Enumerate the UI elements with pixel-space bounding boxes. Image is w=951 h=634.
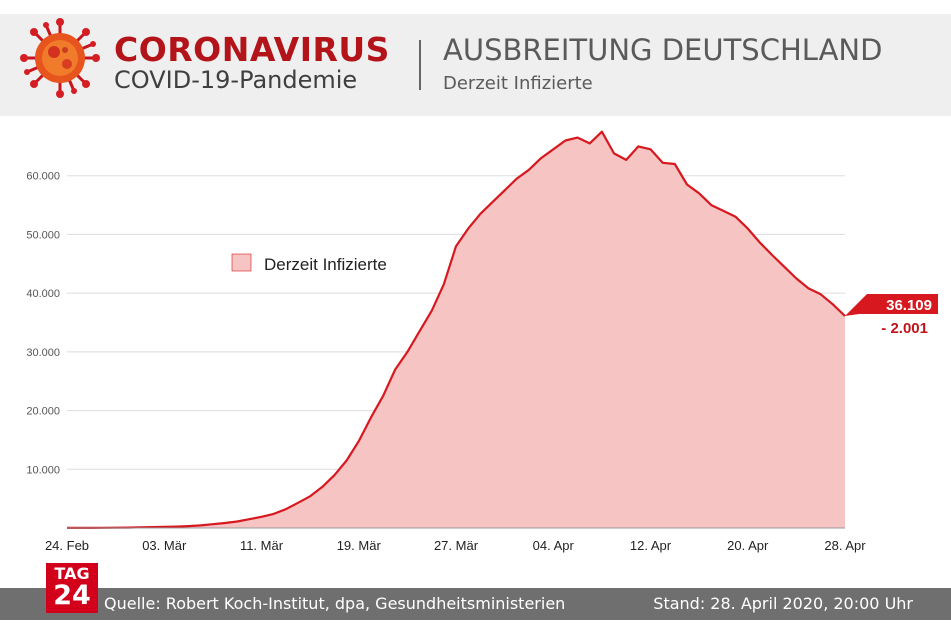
series-line — [67, 130, 846, 529]
x-axis-labels: 24. Feb 03. Mär 11. Mär 19. Mär 27. Mär 04. A… — [45, 538, 866, 553]
last-value-label: 36.109 — [886, 297, 932, 314]
topic-subtitle: Derzeit Infizierte — [443, 73, 593, 94]
y-tick-label: 30.000 — [26, 347, 60, 359]
topic-title: AUSBREITUNG DEUTSCHLAND — [443, 33, 883, 67]
logo-line2: 24 — [53, 580, 91, 611]
legend-swatch — [231, 253, 252, 272]
y-tick-label: 10.000 — [26, 464, 60, 476]
last-value-callout: 36.109 - 2.001 — [845, 293, 938, 337]
logo-line1: TAG — [54, 564, 90, 583]
tag24-logo: TAG 24 — [46, 563, 98, 613]
brand-title: CORONAVIRUS — [114, 30, 390, 69]
brand-subtitle: COVID-19-Pandemie — [114, 66, 358, 94]
footer-band — [0, 588, 951, 620]
y-tick-label: 40.000 — [26, 288, 60, 300]
last-delta-label: - 2.001 — [881, 320, 928, 337]
x-tick-label: 20. Apr — [727, 538, 769, 553]
x-tick-label: 12. Apr — [630, 538, 672, 553]
y-tick-label: 60.000 — [26, 171, 60, 183]
header-band — [0, 14, 951, 116]
y-axis-labels: 10.000 20.000 30.000 40.000 50.000 60.000 — [26, 171, 60, 477]
y-tick-label: 50.000 — [26, 229, 60, 241]
legend-label: Derzeit Infizierte — [264, 255, 387, 274]
x-tick-label: 24. Feb — [45, 538, 89, 553]
date-stamp: Stand: 28. April 2020, 20:00 Uhr — [653, 594, 913, 613]
x-tick-label: 03. Mär — [142, 538, 187, 553]
callout-badge — [845, 293, 938, 316]
area-fill — [67, 131, 845, 528]
x-tick-label: 04. Apr — [533, 538, 575, 553]
x-tick-label: 28. Apr — [824, 538, 866, 553]
y-tick-label: 20.000 — [26, 406, 60, 418]
source-text: Quelle: Robert Koch-Institut, dpa, Gesun… — [104, 594, 566, 613]
header-divider — [419, 40, 421, 90]
coronavirus-icon — [20, 18, 100, 98]
x-tick-label: 27. Mär — [434, 538, 479, 553]
legend: Derzeit Infizierte — [231, 253, 387, 274]
x-tick-label: 11. Mär — [240, 538, 284, 553]
x-tick-label: 19. Mär — [337, 538, 382, 553]
